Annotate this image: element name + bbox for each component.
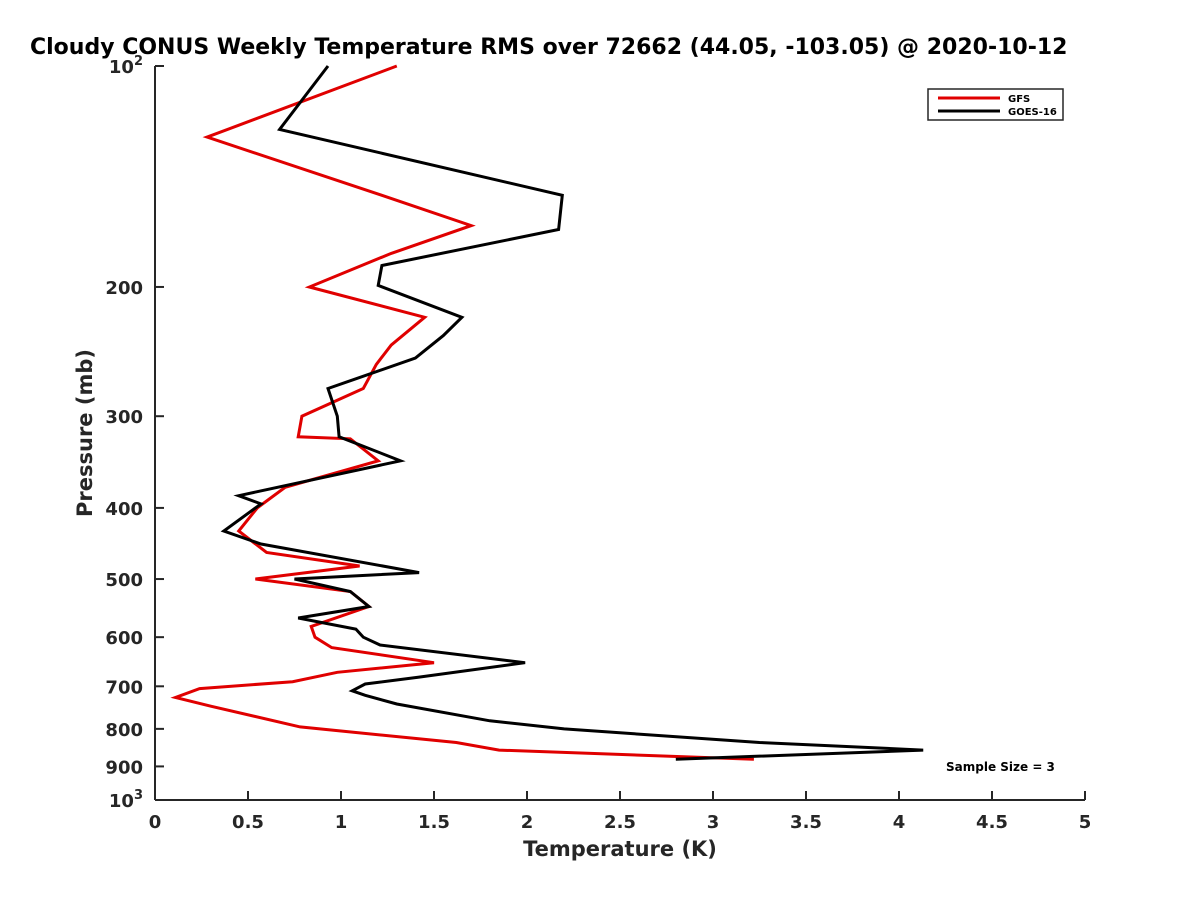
x-axis-label: Temperature (K) <box>523 837 717 861</box>
series-line-goes-16 <box>220 65 924 761</box>
y-tick-label: 500 <box>105 570 143 591</box>
axes: 0 0.5 1 1.5 2 2.5 3 3.5 4 4.5 5 102 200 300 400 500 600 7… <box>105 54 1091 833</box>
y-tick-label: 300 <box>105 407 143 428</box>
sample-size-annotation: Sample Size = 3 <box>946 760 1055 774</box>
y-tick-label: 200 <box>105 278 143 299</box>
y-axis-label: Pressure (mb) <box>73 349 97 517</box>
y-tick-label: 900 <box>105 757 143 778</box>
chart-title: Cloudy CONUS Weekly Temperature RMS over… <box>30 35 1067 60</box>
x-tick-label: 4.5 <box>976 812 1008 833</box>
y-tick-label: 600 <box>105 628 143 649</box>
legend: GFS GOES-16 <box>927 88 1064 121</box>
y-tick-label: 400 <box>105 499 143 520</box>
y-tick-label: 103 <box>109 788 143 812</box>
series-line-gfs <box>170 64 754 761</box>
x-tick-label: 1 <box>335 812 348 833</box>
x-tick-label: 0 <box>149 812 162 833</box>
x-tick-label: 1.5 <box>418 812 450 833</box>
series-layer <box>170 64 924 761</box>
x-tick-label: 0.5 <box>232 812 264 833</box>
y-tick-label: 102 <box>109 54 143 78</box>
x-tick-label: 3.5 <box>790 812 822 833</box>
legend-label: GOES-16 <box>1008 107 1057 118</box>
y-tick-label: 800 <box>105 720 143 741</box>
x-tick-label: 3 <box>707 812 720 833</box>
x-tick-label: 2.5 <box>604 812 636 833</box>
y-tick-label: 700 <box>105 677 143 698</box>
x-tick-label: 2 <box>521 812 534 833</box>
legend-box <box>927 88 1064 121</box>
x-tick-label: 4 <box>893 812 906 833</box>
legend-label: GFS <box>1008 94 1030 105</box>
x-tick-label: 5 <box>1079 812 1092 833</box>
